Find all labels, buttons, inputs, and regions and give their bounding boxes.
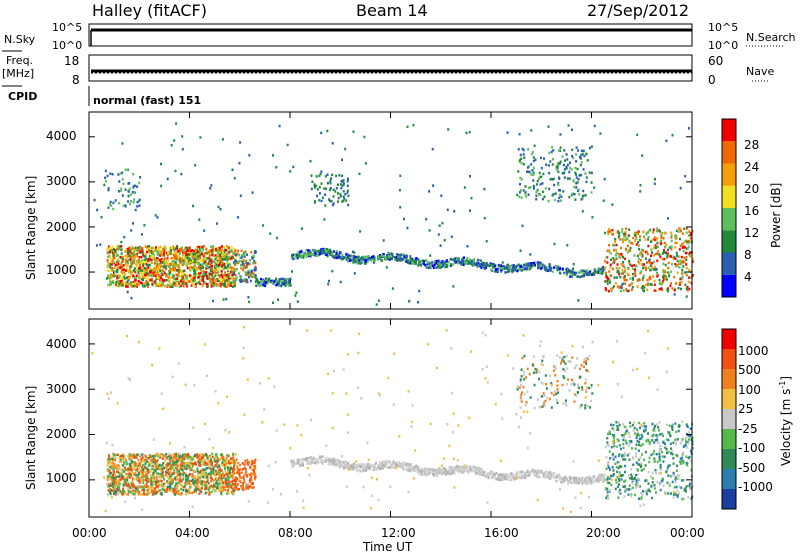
- freq-tick-top-left: 18: [64, 54, 80, 68]
- velocity-ytick-2000: 2000: [46, 427, 77, 441]
- freq-tick-bottom-right: 0: [708, 73, 716, 87]
- velocity-colorbar-segment: [722, 449, 736, 469]
- xtick-2000: 20:00: [586, 526, 621, 540]
- velocity-ytick-4000: 4000: [46, 337, 77, 351]
- power-cbar-tick-28: 28: [744, 138, 760, 152]
- power-cluster-0600: [232, 249, 257, 284]
- power-cbar-tick-24: 24: [744, 160, 760, 174]
- velocity-colorbar-segment: [722, 429, 736, 449]
- power-colorbar-segment: [722, 119, 736, 142]
- power-ytick-3000: 3000: [46, 174, 77, 188]
- power-ytick-2000: 2000: [46, 220, 77, 234]
- nave-label: Nave: [746, 65, 775, 78]
- power-ytick-1000: 1000: [46, 263, 77, 277]
- date-title: 27/Sep/2012: [587, 1, 690, 20]
- velocity-colorbar-segment: [722, 489, 736, 509]
- vel-cluster-morning: [106, 452, 237, 496]
- nsky-panel-frame: [88, 23, 693, 47]
- power-cbar-tick-16: 16: [744, 204, 760, 218]
- power-scatter-0900: [310, 173, 350, 207]
- station-title: Halley (fitACF): [92, 1, 207, 20]
- nsky-tick-top-left: 10^5: [52, 21, 83, 34]
- velocity-colorbar-segment: [722, 469, 736, 489]
- vel-cluster-0600: [232, 458, 257, 492]
- power-scatter-early-high: [104, 168, 142, 212]
- vel-trail-band: [290, 455, 606, 486]
- nsky-tick-bottom-left: 10^0: [52, 39, 83, 52]
- power-colorbar-segment: [722, 230, 736, 253]
- power-cbar-tick-8: 8: [744, 248, 752, 262]
- nsky-label: N.Sky: [4, 33, 36, 46]
- power-colorbar-segment: [722, 141, 736, 164]
- velocity-colorbar-segment: [722, 329, 736, 349]
- power-ytick-4000: 4000: [46, 129, 77, 143]
- velocity-ytick-3000: 3000: [46, 382, 77, 396]
- cpid-mode: normal (fast) 151: [93, 94, 202, 107]
- vel-sparse-noise: [91, 325, 692, 513]
- nsky-tick-bottom-right: 10^0: [708, 39, 739, 52]
- xlabel: Time UT: [363, 540, 413, 554]
- velocity-colorbar-segment: [722, 389, 736, 409]
- vel-scatter-evening-high: [516, 354, 594, 410]
- cpid-label: CPID: [8, 90, 38, 103]
- freq-tick-top-right: 60: [708, 54, 724, 68]
- vel-cbar-tick-m1000: -1000: [738, 480, 773, 494]
- vel-cluster-late: [604, 421, 694, 501]
- xtick-1200: 12:00: [381, 526, 416, 540]
- power-cbar-tick-4: 4: [744, 270, 752, 284]
- vel-cbar-tick-100: 100: [738, 383, 761, 397]
- power-colorbar-segment: [722, 163, 736, 186]
- power-colorbar-segment: [722, 185, 736, 208]
- power-colorbar-segment: [722, 252, 736, 275]
- nsky-tick-top-right: 10^5: [708, 21, 739, 34]
- xtick-0800: 08:00: [278, 526, 313, 540]
- power-trail-band: [255, 247, 606, 288]
- velocity-colorbar-segment: [722, 349, 736, 369]
- velocity-ytick-1000: 1000: [46, 471, 77, 485]
- vel-cbar-tick-m25: -25: [738, 422, 758, 436]
- velocity-colorbar-frame: [721, 328, 737, 510]
- freq-panel-frame: [88, 54, 693, 82]
- beam-title: Beam 14: [356, 1, 428, 20]
- power-cluster-morning: [106, 245, 237, 288]
- xtick-0000-end: 00:00: [670, 526, 705, 540]
- power-scatter-evening-high: [516, 146, 593, 203]
- power-cbar-tick-20: 20: [744, 182, 760, 196]
- velocity-colorbar-segment: [722, 369, 736, 389]
- power-sparse-noise: [93, 122, 690, 306]
- power-cbar-tick-12: 12: [744, 226, 760, 240]
- velocity-colorbar-segment: [722, 409, 736, 429]
- xtick-1600: 16:00: [484, 526, 519, 540]
- vel-cbar-tick-m100: -100: [738, 441, 766, 455]
- vel-cbar-tick-500: 500: [738, 363, 761, 377]
- power-colorbar-frame: [721, 118, 737, 298]
- vel-cbar-tick-m500: -500: [738, 461, 766, 475]
- power-colorbar-segment: [722, 274, 736, 297]
- nsearch-label: N.Search: [746, 31, 796, 44]
- power-cluster-late: [604, 227, 694, 293]
- freq-label: Freq.: [6, 54, 34, 67]
- power-colorbar-segment: [722, 208, 736, 231]
- vel-cbar-tick-1000: 1000: [738, 344, 769, 358]
- xtick-0400: 04:00: [175, 526, 210, 540]
- xtick-0000: 00:00: [72, 526, 107, 540]
- freq-unit: [MHz]: [2, 67, 35, 80]
- vel-cbar-tick-25: 25: [738, 402, 754, 416]
- freq-tick-bottom-left: 8: [72, 73, 80, 87]
